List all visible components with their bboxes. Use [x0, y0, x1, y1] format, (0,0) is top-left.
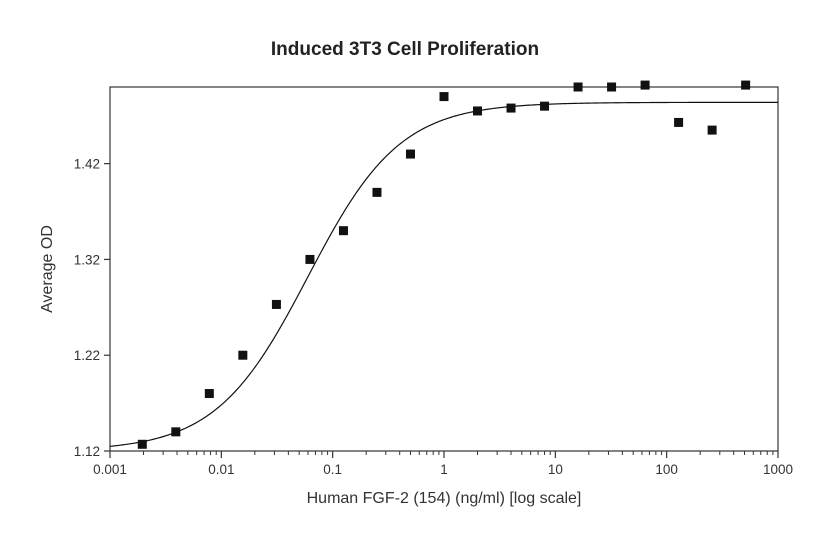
- data-point: [405, 149, 415, 159]
- x-tick-label: 0.001: [93, 462, 127, 477]
- y-axis: 1.12 1.22 1.32 1.42: [74, 157, 110, 459]
- y-axis-label: Average OD: [39, 225, 56, 313]
- data-point: [338, 226, 348, 236]
- data-point: [271, 299, 281, 309]
- data-point: [540, 101, 550, 111]
- data-point: [573, 82, 583, 92]
- x-tick-label: 10: [548, 462, 563, 477]
- data-point: [674, 117, 684, 127]
- fit-curve: [109, 101, 778, 447]
- x-tick-label: 0.1: [323, 462, 342, 477]
- x-tick-label: 100: [655, 462, 678, 477]
- chart-title: Induced 3T3 Cell Proliferation: [271, 39, 539, 60]
- data-point: [439, 92, 449, 102]
- x-tick-label: 1: [440, 462, 448, 477]
- data-point: [707, 125, 717, 135]
- fit-curve-group: [109, 101, 778, 447]
- data-point: [171, 427, 181, 437]
- data-point: [305, 254, 315, 264]
- data-point: [473, 106, 483, 116]
- y-tick-label: 1.32: [74, 252, 100, 267]
- x-tick-label: 1000: [763, 462, 793, 477]
- data-point: [372, 187, 382, 197]
- data-points-group: [137, 80, 751, 449]
- y-tick-label: 1.22: [74, 348, 100, 363]
- x-tick-label: 0.01: [208, 462, 234, 477]
- data-point: [506, 103, 516, 113]
- y-tick-label: 1.42: [74, 157, 100, 172]
- y-tick-label: 1.12: [74, 444, 100, 459]
- data-point: [204, 389, 214, 399]
- data-point: [607, 82, 617, 92]
- data-point: [137, 439, 147, 449]
- x-axis: 0.001 0.01 0.1 1 10 100 1000: [93, 451, 793, 477]
- data-point: [741, 80, 751, 90]
- data-point: [238, 350, 248, 360]
- data-point: [640, 80, 650, 90]
- x-axis-label: Human FGF-2 (154) (ng/ml) [log scale]: [307, 490, 582, 507]
